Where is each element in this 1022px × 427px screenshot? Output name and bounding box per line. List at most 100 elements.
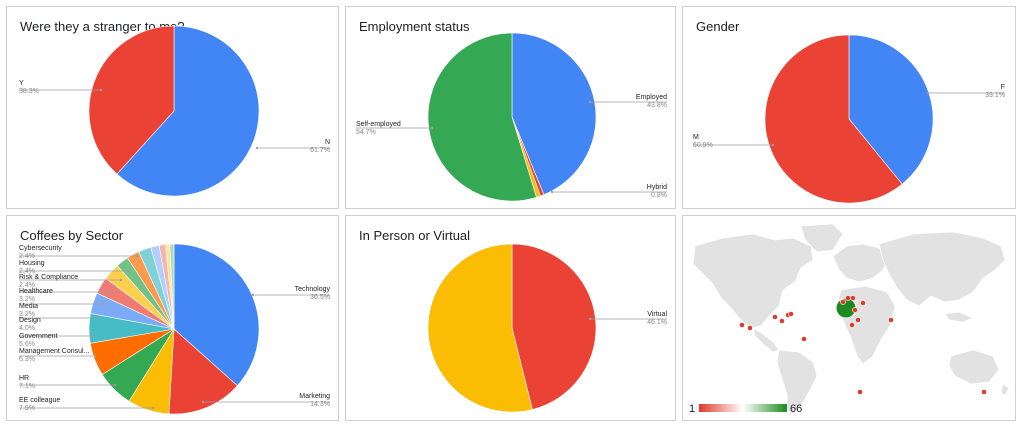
map-landmass xyxy=(948,349,1000,385)
stranger-chart-card: Were they a stranger to me? N 61.7% Y 38.3% xyxy=(6,6,339,209)
geo-map-card: 1 66 xyxy=(682,215,1016,421)
leader-dot xyxy=(588,317,592,321)
map-marker xyxy=(857,389,863,395)
pie-slice-1 xyxy=(427,243,533,413)
chart-title: Gender xyxy=(696,19,740,34)
slice-label: Cybersecurity xyxy=(19,245,62,252)
map-landmass xyxy=(752,327,780,353)
leader-dot xyxy=(926,91,930,95)
map-marker xyxy=(801,336,807,342)
slice-label: Virtual xyxy=(647,311,667,318)
slice-percent: 3.2% xyxy=(19,296,35,303)
slice-percent: 2.4% xyxy=(19,253,35,260)
leader-dot xyxy=(251,293,255,297)
slice-label: Self-employed xyxy=(356,121,401,128)
map-marker xyxy=(888,317,894,323)
map-color-scale xyxy=(699,404,787,412)
map-landmass xyxy=(692,233,814,329)
slice-percent: 43.8% xyxy=(647,102,667,109)
leader-dot xyxy=(550,190,554,194)
slice-percent: 2.4% xyxy=(19,282,35,289)
slice-percent: 54.7% xyxy=(356,129,376,136)
leader-dot xyxy=(430,126,434,130)
slice-label: Government xyxy=(19,333,58,340)
chart-title: Were they a stranger to me? xyxy=(20,19,185,34)
gender-chart-card: Gender F 39.1% M 60.9% xyxy=(682,6,1016,209)
slice-percent: 6.3% xyxy=(19,356,35,363)
leader-dot xyxy=(93,354,97,358)
map-marker xyxy=(779,318,785,324)
chart-title: In Person or Virtual xyxy=(359,228,471,243)
pie-slice-virtual xyxy=(511,243,597,410)
map-landmass xyxy=(832,243,890,283)
map-landmass xyxy=(800,223,844,253)
leader-dot xyxy=(96,316,100,320)
slice-label: Y xyxy=(19,80,24,87)
slice-percent: 38.3% xyxy=(19,88,39,95)
map-marker xyxy=(852,307,858,313)
scale-min-label: 1 xyxy=(689,403,695,415)
leader-dot xyxy=(127,269,131,273)
pie-slice-15 xyxy=(169,243,175,330)
chart-title: Coffees by Sector xyxy=(20,228,124,243)
map-landmass xyxy=(1000,383,1010,397)
slice-label: Marketing xyxy=(299,393,330,400)
map-landmass xyxy=(776,349,818,415)
slice-label: Risk & Compliance xyxy=(19,274,78,281)
gender-pie-chart: F39.1% M60.9% xyxy=(693,34,1005,204)
slice-label: Healthcare xyxy=(19,288,53,295)
map-marker xyxy=(739,322,745,328)
slice-percent: 60.9% xyxy=(693,142,713,149)
leader-dot xyxy=(771,143,775,147)
map-marker xyxy=(860,300,866,306)
leader-dot xyxy=(113,383,117,387)
slice-percent: 0.8% xyxy=(651,192,667,199)
pie-slice-technology xyxy=(173,243,260,387)
slice-label: Management Consul... xyxy=(19,348,89,355)
slice-label: Media xyxy=(19,303,38,310)
slice-label: Housing xyxy=(19,260,45,267)
slice-percent: 36.5% xyxy=(310,294,330,301)
leader-dot xyxy=(92,334,96,338)
slice-label: Hybrid xyxy=(647,184,667,191)
map-marker xyxy=(845,295,851,301)
pie-slice-employed xyxy=(511,32,597,196)
slice-label: N xyxy=(325,139,330,146)
slice-percent: 5.6% xyxy=(19,341,35,348)
leader-dot xyxy=(119,278,123,282)
map-marker xyxy=(840,299,846,305)
leader-dot xyxy=(110,290,114,294)
leader-dot xyxy=(588,100,592,104)
slice-label: F xyxy=(1001,84,1005,91)
pie-slice-f xyxy=(848,34,934,185)
leader-dot xyxy=(102,302,106,306)
map-marker xyxy=(788,311,794,317)
slice-percent: 4.0% xyxy=(19,325,35,332)
map-marker xyxy=(849,322,855,328)
leader-dot xyxy=(255,146,259,150)
employment-chart-card: Employment status Employed 43.8% Hybrid 0.8… xyxy=(345,6,676,209)
scale-max-label: 66 xyxy=(790,403,802,415)
slice-label: Technology xyxy=(295,286,331,293)
map-marker xyxy=(850,295,856,301)
leader-dot xyxy=(135,254,139,258)
slice-label: M xyxy=(693,134,699,141)
slice-percent: 2.4% xyxy=(19,268,35,275)
map-marker xyxy=(772,314,778,320)
map-marker xyxy=(981,389,987,395)
slice-percent: 61.7% xyxy=(310,147,330,154)
slice-percent: 7.9% xyxy=(19,405,35,412)
pie-slice-self-employed xyxy=(427,32,537,202)
slice-label: EE colleague xyxy=(19,397,60,404)
slice-label: HR xyxy=(19,375,29,382)
inperson-chart-card: In Person or Virtual Virtual 46.1% xyxy=(345,215,676,421)
map-marker xyxy=(855,317,861,323)
slice-label: Employed xyxy=(636,94,667,101)
sector-chart-card: Coffees by Sector Technology 36.5% Marketi… xyxy=(6,215,339,421)
leader-dot xyxy=(201,400,205,404)
leader-dot xyxy=(151,406,155,410)
slice-percent: 3.2% xyxy=(19,311,35,318)
pie-slice-n xyxy=(116,25,260,197)
